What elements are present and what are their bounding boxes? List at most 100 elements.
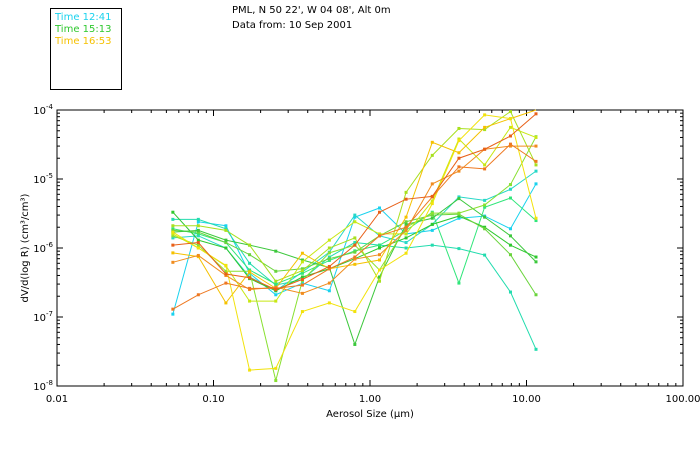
data-point: [483, 253, 487, 257]
data-point: [171, 236, 175, 240]
data-point: [171, 230, 175, 234]
data-point: [508, 227, 512, 231]
data-point: [377, 268, 381, 272]
data-point: [300, 260, 304, 264]
data-point: [196, 230, 200, 234]
data-point: [196, 217, 200, 221]
data-point: [457, 197, 461, 201]
data-point: [274, 293, 278, 297]
data-point: [377, 243, 381, 247]
series-9: [171, 110, 538, 283]
plot-frame: [56, 109, 684, 387]
y-tick-label: 10-4: [33, 103, 53, 117]
data-point: [353, 215, 357, 219]
x-tick-label: 10.00: [512, 394, 541, 405]
data-point: [457, 247, 461, 251]
data-point: [534, 163, 538, 167]
data-point: [224, 227, 228, 231]
data-point: [483, 128, 487, 132]
data-point: [508, 125, 512, 129]
data-point: [171, 232, 175, 236]
data-point: [248, 368, 252, 372]
data-point: [171, 260, 175, 264]
data-point: [534, 255, 538, 259]
data-point: [430, 202, 434, 206]
data-point: [327, 258, 331, 262]
x-tick-label: 0.01: [46, 394, 68, 405]
data-point: [353, 257, 357, 261]
data-point: [457, 169, 461, 173]
data-point: [377, 232, 381, 236]
data-point: [353, 220, 357, 224]
data-point: [274, 299, 278, 303]
data-point: [508, 196, 512, 200]
y-tick-label: 10-8: [33, 379, 53, 393]
y-tick-label: 10-5: [33, 172, 53, 186]
legend-item-1: Time 12:41: [55, 12, 112, 23]
data-point: [274, 249, 278, 253]
data-point: [353, 243, 357, 247]
data-point: [274, 366, 278, 370]
data-point: [224, 224, 228, 228]
data-point: [300, 271, 304, 275]
data-point: [457, 281, 461, 285]
data-point: [534, 260, 538, 264]
data-point: [196, 224, 200, 228]
data-point: [483, 225, 487, 229]
data-point: [457, 139, 461, 143]
data-point: [353, 262, 357, 266]
data-point: [300, 283, 304, 287]
data-point: [430, 182, 434, 186]
data-point: [171, 307, 175, 311]
data-point: [248, 243, 252, 247]
data-point: [377, 275, 381, 279]
data-point: [196, 228, 200, 232]
data-point: [300, 258, 304, 262]
data-point: [248, 276, 252, 280]
data-point: [327, 255, 331, 259]
data-point: [404, 228, 408, 232]
data-point: [534, 169, 538, 173]
data-point: [404, 232, 408, 236]
data-point: [300, 251, 304, 255]
data-point: [171, 234, 175, 238]
data-point: [248, 270, 252, 274]
data-point: [404, 251, 408, 255]
data-point: [327, 267, 331, 271]
data-point: [457, 216, 461, 220]
data-point: [248, 299, 252, 303]
data-point: [534, 293, 538, 297]
data-point: [171, 312, 175, 316]
data-point: [353, 241, 357, 245]
x-tick-label: 100.00: [666, 394, 700, 405]
x-axis-label: Aerosol Size (μm): [326, 409, 414, 420]
data-point: [327, 238, 331, 242]
data-point: [171, 217, 175, 221]
data-point: [196, 234, 200, 238]
chart-subtitle: Data from: 10 Sep 2001: [232, 20, 353, 31]
data-point: [196, 293, 200, 297]
data-point: [353, 310, 357, 314]
data-point: [534, 216, 538, 220]
data-point: [196, 238, 200, 242]
data-point: [171, 251, 175, 255]
x-tick-label: 0.10: [202, 394, 224, 405]
data-point: [224, 272, 228, 276]
data-point: [483, 163, 487, 167]
data-point: [483, 227, 487, 231]
data-point: [353, 255, 357, 259]
data-point: [196, 241, 200, 245]
data-point: [430, 199, 434, 203]
data-point: [274, 379, 278, 383]
data-point: [327, 301, 331, 305]
data-point: [430, 194, 434, 198]
legend: Time 12:41 Time 15:13 Time 16:53: [50, 8, 122, 90]
data-point: [300, 291, 304, 295]
y-tick-label: 10-7: [33, 310, 53, 324]
data-point: [327, 289, 331, 293]
data-point: [457, 214, 461, 218]
data-point: [534, 112, 538, 116]
data-point: [171, 243, 175, 247]
data-point: [224, 238, 228, 242]
data-point: [171, 210, 175, 214]
